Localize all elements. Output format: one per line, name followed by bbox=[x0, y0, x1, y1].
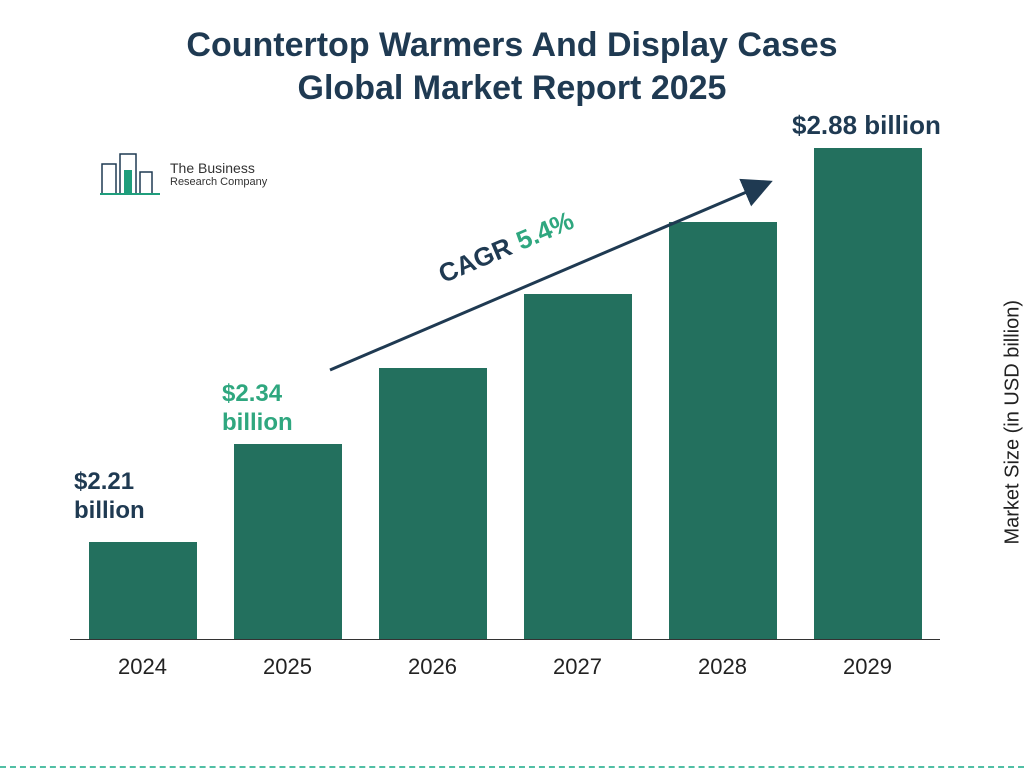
callout-last-year: $2.88 billion bbox=[792, 110, 941, 141]
callout-first-l1: $2.21 bbox=[74, 468, 134, 495]
bars-group bbox=[70, 130, 940, 640]
xlabel-2026: 2026 bbox=[379, 654, 487, 680]
bar-2024 bbox=[89, 542, 197, 640]
x-axis-labels: 2024 2025 2026 2027 2028 2029 bbox=[70, 654, 940, 680]
chart-container: Countertop Warmers And Display Cases Glo… bbox=[0, 0, 1024, 768]
callout-second-year: $2.34 billion bbox=[222, 380, 293, 438]
xlabel-2029: 2029 bbox=[814, 654, 922, 680]
bar-wrap bbox=[234, 444, 342, 640]
xlabel-2028: 2028 bbox=[669, 654, 777, 680]
bar-2028 bbox=[669, 222, 777, 640]
bar-2029 bbox=[814, 148, 922, 640]
bar-wrap bbox=[524, 294, 632, 640]
callout-second-l2: billion bbox=[222, 409, 293, 436]
xlabel-2024: 2024 bbox=[89, 654, 197, 680]
bar-wrap bbox=[89, 542, 197, 640]
y-axis-label: Market Size (in USD billion) bbox=[1002, 300, 1024, 545]
bar-2025 bbox=[234, 444, 342, 640]
callout-second-l1: $2.34 bbox=[222, 380, 282, 407]
chart-title: Countertop Warmers And Display Cases Glo… bbox=[0, 24, 1024, 109]
bar-wrap bbox=[814, 148, 922, 640]
bar-2027 bbox=[524, 294, 632, 640]
bar-wrap bbox=[379, 368, 487, 640]
x-axis-line bbox=[70, 639, 940, 640]
callout-first-l2: billion bbox=[74, 497, 145, 524]
bar-wrap bbox=[669, 222, 777, 640]
xlabel-2027: 2027 bbox=[524, 654, 632, 680]
callout-first-year: $2.21 billion bbox=[74, 468, 145, 526]
title-line-2: Global Market Report 2025 bbox=[0, 67, 1024, 110]
title-line-1: Countertop Warmers And Display Cases bbox=[0, 24, 1024, 67]
xlabel-2025: 2025 bbox=[234, 654, 342, 680]
bar-2026 bbox=[379, 368, 487, 640]
chart-area: 2024 2025 2026 2027 2028 2029 bbox=[70, 130, 940, 690]
